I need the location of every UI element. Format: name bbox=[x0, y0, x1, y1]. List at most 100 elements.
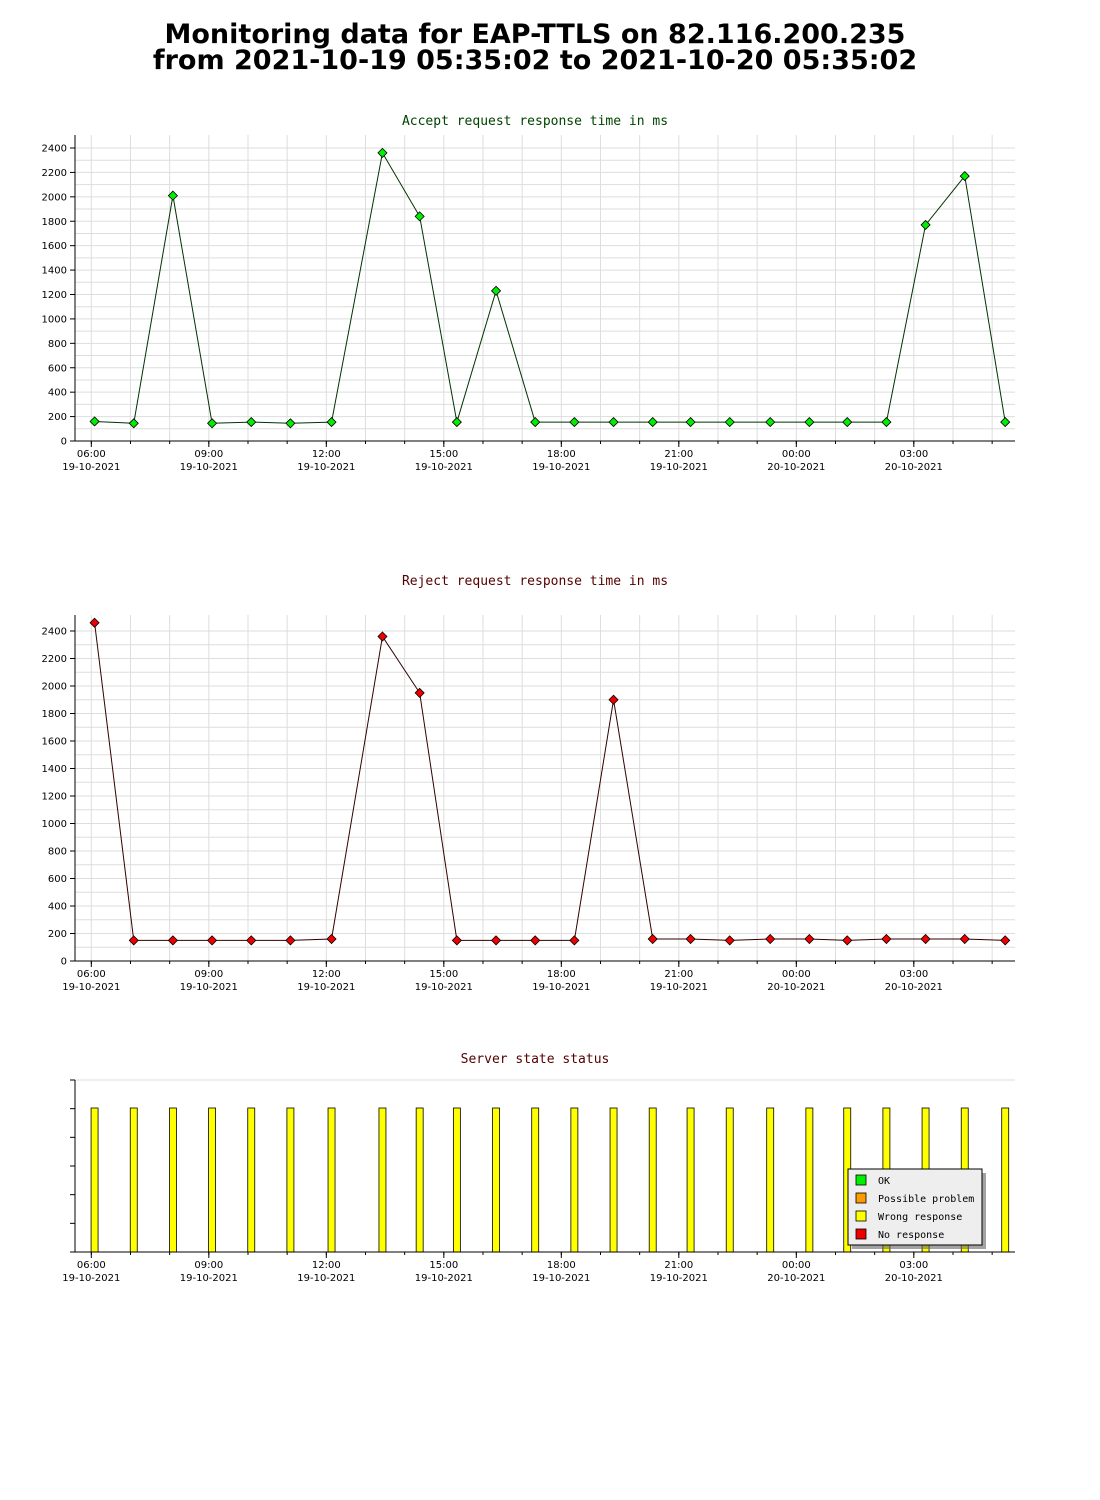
state-bar bbox=[766, 1107, 775, 1253]
data-point bbox=[842, 935, 853, 946]
data-point bbox=[490, 285, 502, 296]
x-tick-label-date: 20-10-2021 bbox=[767, 462, 825, 473]
x-tick-label-date: 19-10-2021 bbox=[415, 1273, 473, 1284]
data-point bbox=[724, 935, 735, 946]
data-point bbox=[377, 147, 388, 158]
data-point bbox=[128, 418, 139, 429]
data-point bbox=[246, 935, 257, 946]
x-tick-label-date: 19-10-2021 bbox=[650, 462, 708, 473]
data-point bbox=[207, 418, 218, 429]
y-tick-label: 1600 bbox=[42, 241, 67, 252]
state-bar bbox=[129, 1107, 138, 1253]
page-title: Monitoring data for EAP-TTLS on 82.116.2… bbox=[0, 21, 1070, 76]
y-tick-label: 1400 bbox=[42, 764, 67, 775]
data-point bbox=[89, 416, 100, 427]
x-tick-label-time: 12:00 bbox=[312, 1260, 341, 1271]
y-tick-label: 800 bbox=[48, 339, 67, 350]
state-bar bbox=[492, 1107, 500, 1253]
x-tick-label-date: 20-10-2021 bbox=[767, 1273, 825, 1284]
state-bar bbox=[208, 1107, 216, 1253]
reject-response-time-chart: Reject request response time in ms 0 200 40… bbox=[42, 574, 1015, 993]
x-tick-label-time: 15:00 bbox=[429, 449, 458, 460]
x-tick-label-time: 12:00 bbox=[312, 449, 341, 460]
y-tick-label: 400 bbox=[48, 902, 67, 913]
y-tick-label: 0 bbox=[61, 957, 67, 968]
x-tick-label-time: 00:00 bbox=[782, 969, 811, 980]
data-point bbox=[804, 417, 815, 428]
y-tick-label: 2400 bbox=[42, 144, 67, 155]
x-tick-label-time: 21:00 bbox=[664, 449, 693, 460]
series-line bbox=[94, 622, 1006, 941]
x-tick-label-time: 03:00 bbox=[899, 969, 928, 980]
chart-title: Reject request response time in ms bbox=[402, 574, 668, 589]
server-state-chart: Server state status 06:00 19-10-2021 09:00 1… bbox=[62, 1052, 1015, 1284]
data-point bbox=[167, 935, 178, 946]
data-point bbox=[1000, 935, 1011, 946]
data-point bbox=[920, 219, 931, 230]
x-tick-label-time: 03:00 bbox=[899, 449, 928, 460]
x-tick-label-date: 19-10-2021 bbox=[532, 462, 590, 473]
x-tick-label-time: 00:00 bbox=[782, 449, 811, 460]
data-point bbox=[167, 190, 178, 201]
state-bar bbox=[531, 1107, 540, 1253]
y-tick-label: 2000 bbox=[42, 192, 67, 203]
x-tick-label-time: 15:00 bbox=[429, 969, 458, 980]
data-point bbox=[414, 687, 425, 698]
data-point bbox=[920, 933, 931, 945]
y-tick-label: 1000 bbox=[42, 819, 67, 830]
y-tick-label: 1400 bbox=[42, 266, 67, 277]
state-bar bbox=[725, 1107, 734, 1253]
state-bar bbox=[805, 1107, 814, 1253]
data-point bbox=[1000, 417, 1011, 428]
y-tick-label: 1600 bbox=[42, 737, 67, 748]
y-tick-label: 400 bbox=[48, 388, 67, 399]
legend-swatch bbox=[855, 1210, 867, 1222]
x-tick-label-time: 06:00 bbox=[77, 449, 106, 460]
legend: OK Possible problem Wrong response No respo… bbox=[847, 1168, 986, 1249]
data-point bbox=[608, 694, 619, 705]
y-tick-label: 600 bbox=[48, 874, 67, 885]
data-point bbox=[765, 417, 776, 428]
data-point bbox=[881, 417, 892, 428]
x-tick-label-date: 19-10-2021 bbox=[62, 462, 120, 473]
state-bar bbox=[327, 1107, 336, 1253]
x-tick-label-date: 20-10-2021 bbox=[885, 462, 943, 473]
page-title-line-2: from 2021-10-19 05:35:02 to 2021-10-20 0… bbox=[152, 45, 918, 76]
x-tick-label-time: 18:00 bbox=[547, 969, 576, 980]
data-point bbox=[724, 417, 735, 428]
legend-label: No response bbox=[878, 1230, 944, 1241]
data-point bbox=[451, 417, 462, 428]
state-bar bbox=[1001, 1107, 1010, 1253]
x-tick-label-time: 06:00 bbox=[77, 969, 106, 980]
y-tick-label: 2000 bbox=[42, 682, 67, 693]
data-point bbox=[765, 933, 776, 945]
x-tick-label-time: 21:00 bbox=[664, 969, 693, 980]
data-point bbox=[285, 418, 296, 429]
data-point bbox=[881, 933, 892, 945]
data-point bbox=[608, 417, 619, 428]
x-tick-label-date: 19-10-2021 bbox=[297, 982, 355, 993]
y-tick-label: 800 bbox=[48, 847, 67, 858]
data-point bbox=[685, 417, 696, 428]
legend-label: OK bbox=[878, 1176, 890, 1187]
y-tick-label: 2400 bbox=[42, 627, 67, 638]
data-point bbox=[530, 417, 541, 428]
data-point bbox=[377, 631, 388, 642]
legend-swatch bbox=[855, 1228, 867, 1240]
x-tick-label-date: 19-10-2021 bbox=[62, 982, 120, 993]
x-tick-label-time: 09:00 bbox=[194, 969, 223, 980]
x-tick-label-date: 19-10-2021 bbox=[650, 1273, 708, 1284]
accept-response-time-chart: Accept request response time in ms 0 200 40… bbox=[42, 114, 1015, 473]
x-tick-label-time: 03:00 bbox=[899, 1260, 928, 1271]
x-tick-label-date: 20-10-2021 bbox=[885, 1273, 943, 1284]
x-tick-label-date: 19-10-2021 bbox=[297, 1273, 355, 1284]
x-tick-label-time: 18:00 bbox=[547, 1260, 576, 1271]
x-tick-label-date: 19-10-2021 bbox=[180, 462, 238, 473]
x-tick-label-time: 09:00 bbox=[194, 1260, 223, 1271]
x-tick-label-date: 19-10-2021 bbox=[650, 982, 708, 993]
x-tick-label-time: 15:00 bbox=[429, 1260, 458, 1271]
data-point bbox=[326, 933, 337, 945]
y-tick-label: 200 bbox=[48, 929, 67, 940]
x-tick-label-date: 19-10-2021 bbox=[180, 1273, 238, 1284]
data-point bbox=[959, 933, 970, 945]
